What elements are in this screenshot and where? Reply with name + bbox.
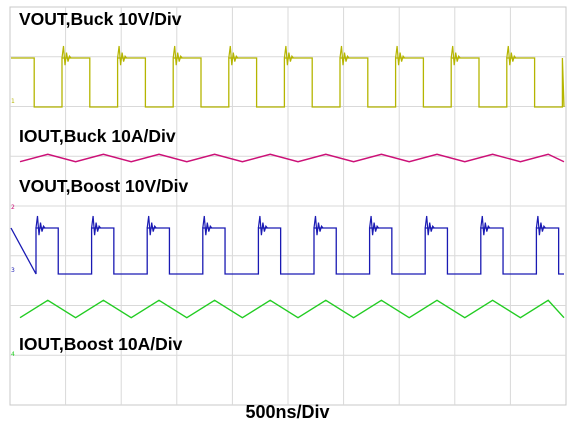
series-label-iout-buck: IOUT,Buck 10A/Div <box>19 126 176 146</box>
trace-vout-boost-ringing <box>313 215 324 236</box>
trace-vout-boost-ringing <box>424 215 435 236</box>
trace-vout-boost-ringing <box>91 215 102 236</box>
trace-vout-boost-ringing <box>535 215 546 236</box>
series-label-iout-boost: IOUT,Boost 10A/Div <box>19 334 183 354</box>
trace-iout-boost <box>19 299 565 319</box>
trace-vout-buck-ringing <box>395 45 406 66</box>
trace-vout-boost-ringing <box>257 215 268 236</box>
trace-vout-buck-ringing <box>228 45 239 66</box>
trace-vout-buck-ringing <box>450 45 461 66</box>
trace-vout-buck <box>11 57 565 108</box>
trace-vout-boost-ringing <box>480 215 491 236</box>
trace-vout-boost-ringing <box>146 215 157 236</box>
trace-vout-buck-ringing <box>506 45 517 66</box>
trace-vout-buck-ringing <box>61 45 72 66</box>
trace-iout-buck <box>19 153 565 163</box>
channel-markers: 1 2 3 4 <box>11 98 15 358</box>
x-axis-label: 500ns/Div <box>245 402 330 422</box>
channel-marker-1: 1 <box>11 98 15 105</box>
channel-marker-4: 4 <box>11 351 15 358</box>
trace-vout-buck-ringing <box>117 45 128 66</box>
trace-vout-boost-ringing <box>369 215 380 236</box>
series-label-vout-buck: VOUT,Buck 10V/Div <box>19 9 182 29</box>
channel-marker-3: 3 <box>11 267 15 274</box>
trace-vout-boost-ringing <box>35 215 46 236</box>
trace-vout-buck-ringing <box>283 45 294 66</box>
trace-vout-buck-ringing <box>339 45 350 66</box>
trace-vout-buck-ringing <box>172 45 183 66</box>
series-label-vout-boost: VOUT,Boost 10V/Div <box>19 176 188 196</box>
channel-marker-2: 2 <box>11 204 15 211</box>
traces <box>10 45 565 319</box>
trace-vout-boost-ringing <box>202 215 213 236</box>
